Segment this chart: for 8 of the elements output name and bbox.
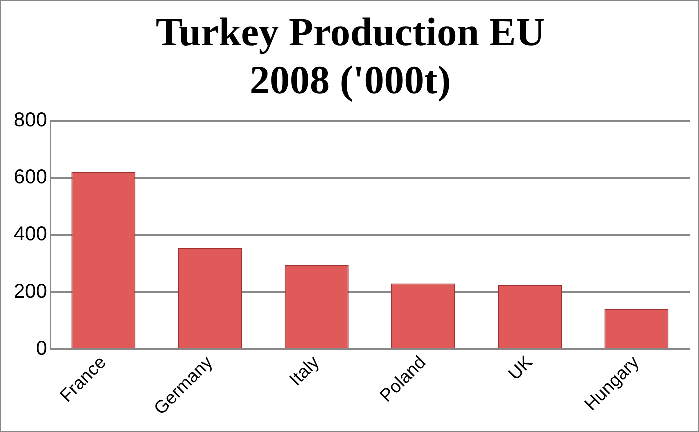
y-tick-label: 600 [14, 166, 48, 189]
y-tick-label: 800 [14, 110, 48, 132]
y-tick-label: 400 [14, 224, 48, 246]
chart-title: Turkey Production EU 2008 ('000t) [156, 9, 545, 102]
x-tick-label: UK [504, 352, 536, 384]
x-tick-label: Italy [286, 352, 324, 390]
y-tick-label: 0 [36, 338, 48, 360]
y-tick-label: 200 [14, 280, 48, 303]
